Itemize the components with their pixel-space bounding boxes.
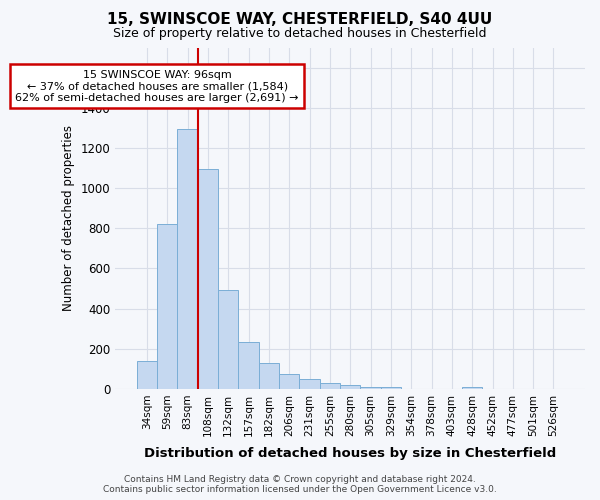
Bar (238, 342, 259, 389)
Bar (137, 361, 157, 389)
Text: 15, SWINSCOE WAY, CHESTERFIELD, S40 4UU: 15, SWINSCOE WAY, CHESTERFIELD, S40 4UU (107, 12, 493, 28)
Bar (157, 224, 178, 389)
Bar (320, 383, 340, 389)
Bar (279, 374, 299, 389)
Bar (259, 363, 279, 389)
Bar (462, 388, 482, 389)
Text: Contains HM Land Registry data © Crown copyright and database right 2024.
Contai: Contains HM Land Registry data © Crown c… (103, 474, 497, 494)
Bar (178, 129, 198, 389)
Bar (381, 387, 401, 389)
Bar (218, 290, 238, 389)
Bar (340, 385, 361, 389)
X-axis label: Distribution of detached houses by size in Chesterfield: Distribution of detached houses by size … (144, 447, 556, 460)
Y-axis label: Number of detached properties: Number of detached properties (62, 125, 76, 311)
Bar (198, 169, 218, 389)
Text: Size of property relative to detached houses in Chesterfield: Size of property relative to detached ho… (113, 28, 487, 40)
Text: 15 SWINSCOE WAY: 96sqm
← 37% of detached houses are smaller (1,584)
62% of semi-: 15 SWINSCOE WAY: 96sqm ← 37% of detached… (16, 70, 299, 103)
Bar (299, 379, 320, 389)
Bar (361, 387, 381, 389)
